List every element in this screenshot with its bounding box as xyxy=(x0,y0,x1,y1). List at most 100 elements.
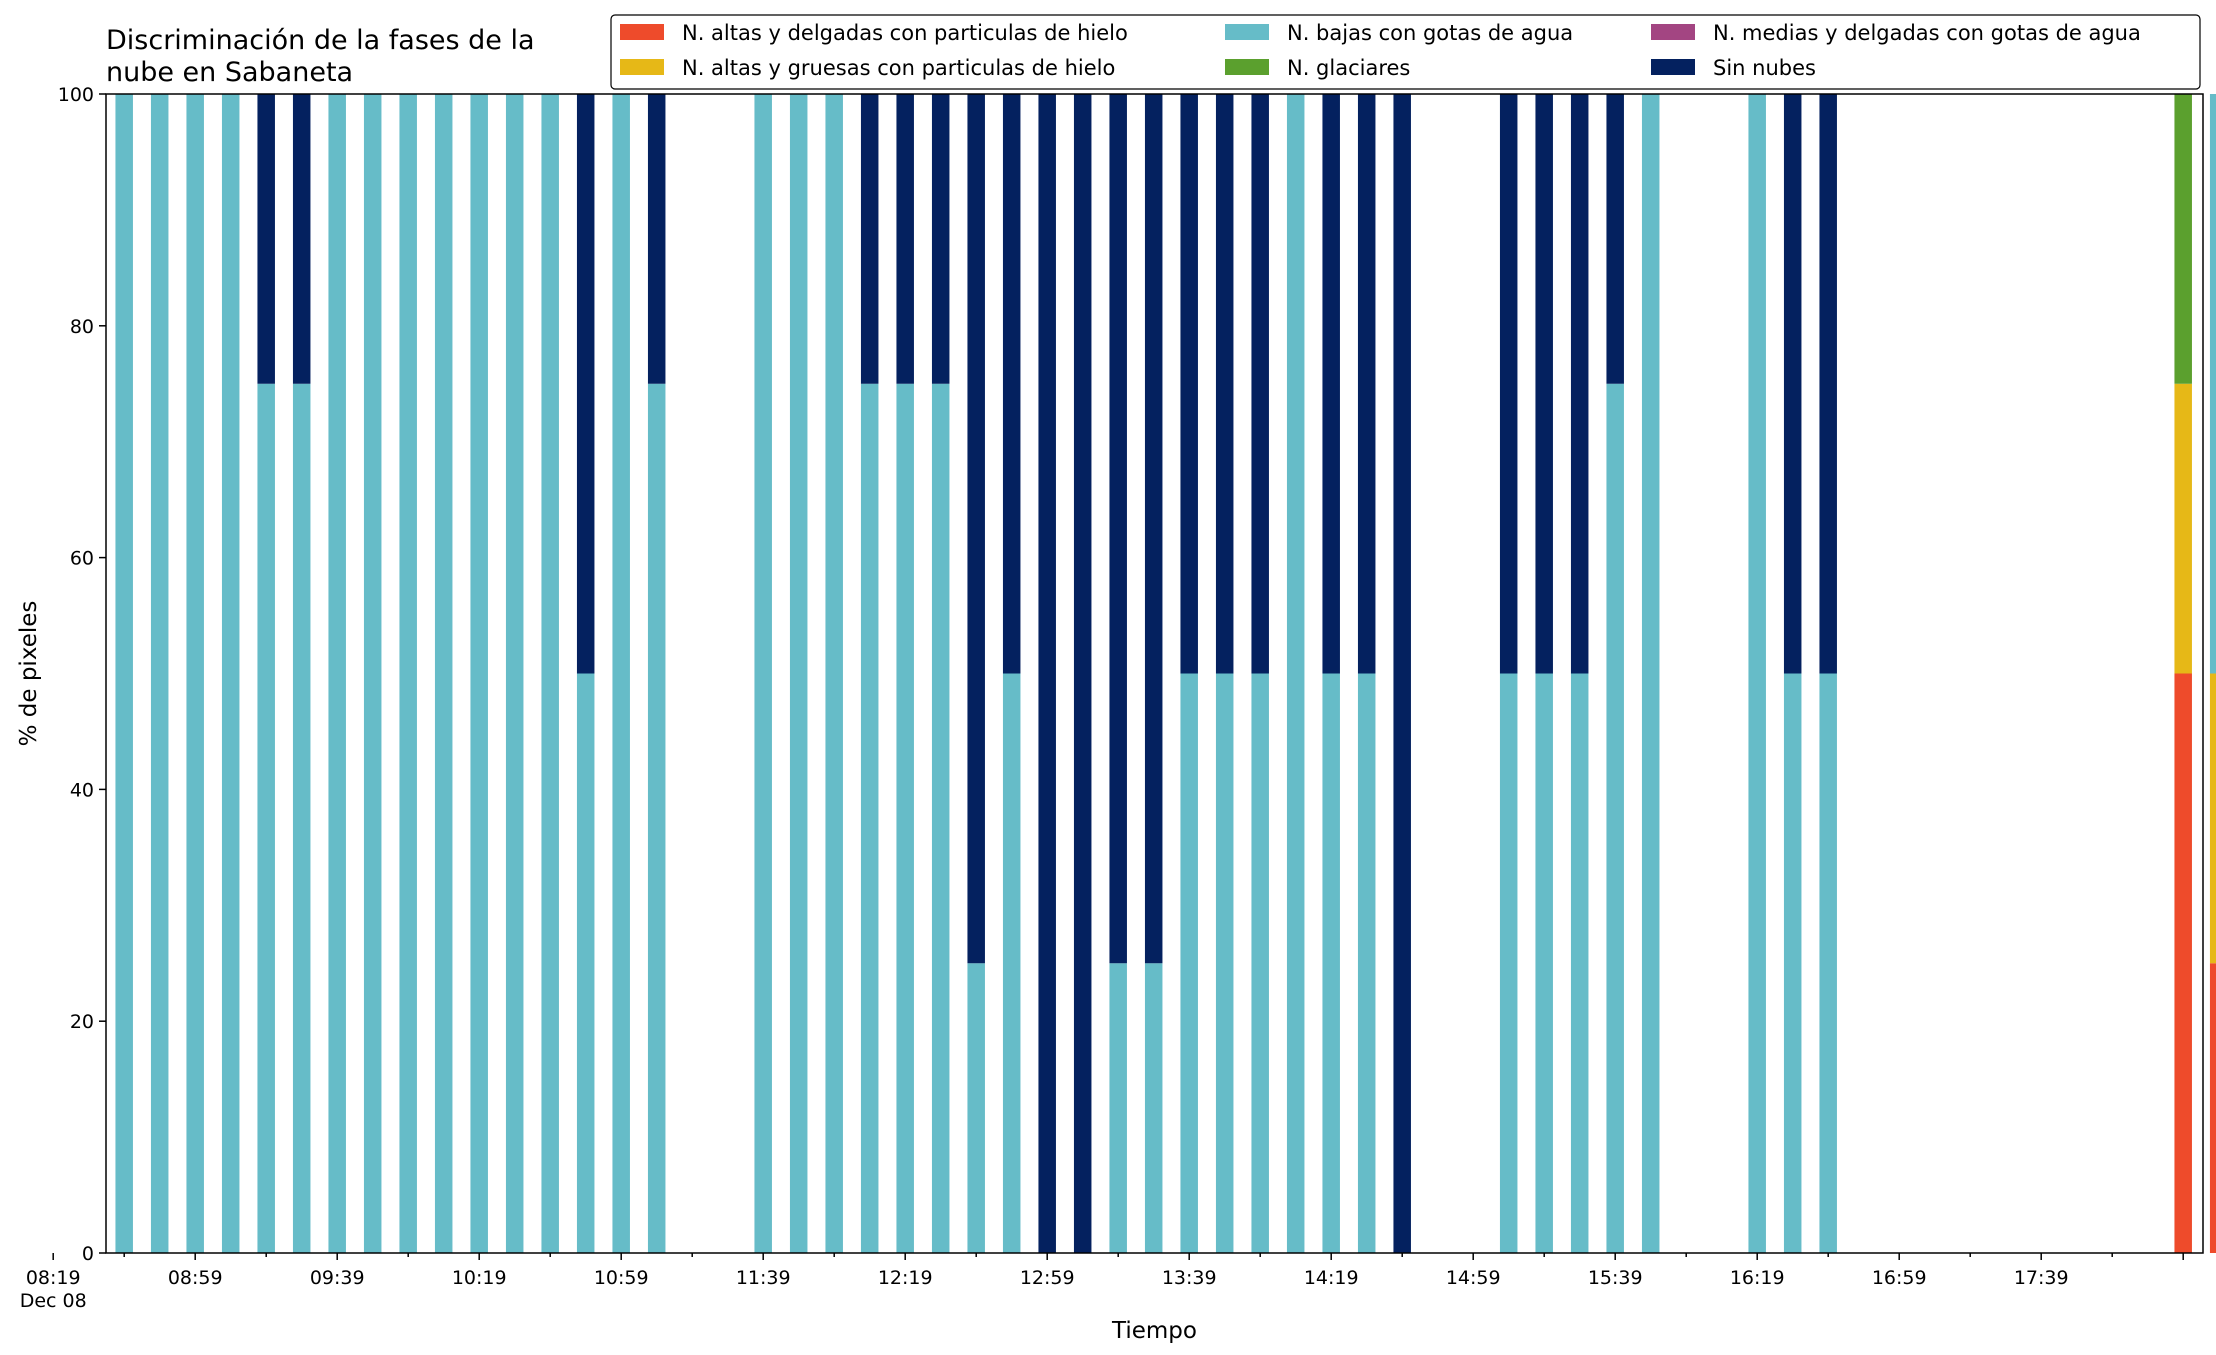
x-tick-label: 12:59 xyxy=(1020,1267,1075,1289)
bar-segment xyxy=(150,94,169,1253)
x-tick-label: 14:19 xyxy=(1304,1267,1359,1289)
x-tick-label: 10:19 xyxy=(452,1267,507,1289)
y-axis: 0 20 40 60 80 100 xyxy=(58,84,106,1265)
bar-segment xyxy=(1144,963,1163,1253)
bar-segment xyxy=(576,673,595,1253)
bar-segment xyxy=(647,94,666,384)
bar-segment xyxy=(2174,673,2192,1253)
bar-segment xyxy=(1109,94,1127,964)
bar-segment xyxy=(1819,673,1837,1253)
legend-label: N. medias y delgadas con gotas de agua xyxy=(1713,21,2141,45)
legend-label: N. bajas con gotas de agua xyxy=(1287,21,1573,45)
bar-segment xyxy=(1251,673,1269,1253)
bar-segment xyxy=(1748,94,1766,1253)
bar-segment xyxy=(1783,673,1802,1253)
x-tick-label: 16:59 xyxy=(1872,1267,1927,1289)
x-tick-label: 08:19 xyxy=(26,1267,81,1289)
bar-segment xyxy=(1357,94,1376,674)
bar-segment xyxy=(896,383,914,1253)
bar-segment xyxy=(1322,94,1340,674)
legend-box xyxy=(610,14,2201,90)
x-tick-label: 09:39 xyxy=(310,1267,365,1289)
bar-segment xyxy=(1535,94,1553,674)
legend-swatch xyxy=(1651,59,1695,75)
bar-segment xyxy=(789,94,808,1253)
legend-swatch xyxy=(620,59,664,75)
bar-segment xyxy=(1641,94,1660,1253)
bar-segment xyxy=(825,94,843,1253)
bar-segment xyxy=(257,94,275,384)
bar-segment xyxy=(967,94,985,964)
bar-segment xyxy=(186,94,204,1253)
bar-segment xyxy=(1357,673,1376,1253)
bar-segment xyxy=(967,963,985,1253)
y-tick-label: 100 xyxy=(58,84,94,106)
bar-segment xyxy=(2209,94,2216,674)
x-tick-label: 10:59 xyxy=(594,1267,649,1289)
bar-segment xyxy=(257,383,275,1253)
bar-segment xyxy=(541,94,559,1253)
bar-segment xyxy=(860,383,879,1253)
bar-segment xyxy=(1002,94,1021,674)
bar-segment xyxy=(1783,94,1802,674)
bar-segment xyxy=(931,383,950,1253)
bar-segment xyxy=(2209,673,2216,964)
y-tick-label: 40 xyxy=(70,779,94,801)
bar-segment xyxy=(896,94,914,384)
y-tick-label: 0 xyxy=(82,1243,94,1265)
bar-segment xyxy=(1180,673,1198,1253)
bar-segment xyxy=(1606,383,1624,1253)
x-tick-label: 13:39 xyxy=(1162,1267,1217,1289)
bar-segment xyxy=(1251,94,1269,674)
x-tick-label: 14:59 xyxy=(1446,1267,1501,1289)
legend-swatch xyxy=(1651,24,1695,40)
bar-segment xyxy=(860,94,879,384)
x-axis-label: Tiempo xyxy=(1111,1318,1197,1344)
bar-segment xyxy=(470,94,488,1253)
bar-segment xyxy=(363,94,382,1253)
bar-segment xyxy=(1393,94,1411,1253)
x-axis: 08:19 08:59 09:39 10:19 10:59 11:39 12:19 12:59… xyxy=(20,1253,2184,1312)
bar-segment xyxy=(1109,963,1127,1253)
bar-segment xyxy=(221,94,240,1253)
legend-label: N. glaciares xyxy=(1287,56,1410,80)
x-tick-label: 11:39 xyxy=(736,1267,791,1289)
bar-segment xyxy=(434,94,453,1253)
bar-segment xyxy=(1499,94,1518,674)
bar-segment xyxy=(1570,673,1589,1253)
bar-segment xyxy=(612,94,630,1253)
bar-segment xyxy=(505,94,524,1253)
bar-layer xyxy=(115,94,2216,1253)
plot-frame xyxy=(105,93,2204,1254)
x-tick-date-label: Dec 08 xyxy=(20,1290,87,1312)
bar-segment xyxy=(931,94,950,384)
bar-segment xyxy=(1286,94,1305,1253)
bar-segment xyxy=(292,94,311,384)
bar-segment xyxy=(328,94,346,1253)
x-tick-label: 17:39 xyxy=(2014,1267,2069,1289)
y-axis-label: % de pixeles xyxy=(16,601,42,747)
bar-segment xyxy=(1215,673,1234,1253)
bar-segment xyxy=(1180,94,1198,674)
legend-swatch xyxy=(620,24,664,40)
bar-segment xyxy=(1499,673,1518,1253)
y-tick-label: 20 xyxy=(70,1011,94,1033)
bar-segment xyxy=(2174,383,2192,674)
chart-title-line: nube en Sabaneta xyxy=(106,57,353,88)
bar-segment xyxy=(1002,673,1021,1253)
bar-segment xyxy=(1606,94,1624,384)
legend: N. altas y delgadas con particulas de hi… xyxy=(610,14,2201,90)
legend-label: Sin nubes xyxy=(1713,56,1816,80)
x-tick-label: 16:19 xyxy=(1730,1267,1785,1289)
bar-segment xyxy=(1073,94,1092,1253)
bar-segment xyxy=(1322,673,1340,1253)
legend-swatch xyxy=(1225,59,1269,75)
y-tick-label: 80 xyxy=(70,316,94,338)
bar-segment xyxy=(399,94,417,1253)
bar-segment xyxy=(576,94,595,674)
chart-title-line: Discriminación de la fases de la xyxy=(106,25,535,56)
bar-segment xyxy=(1038,94,1056,1253)
bar-segment xyxy=(754,94,772,1253)
